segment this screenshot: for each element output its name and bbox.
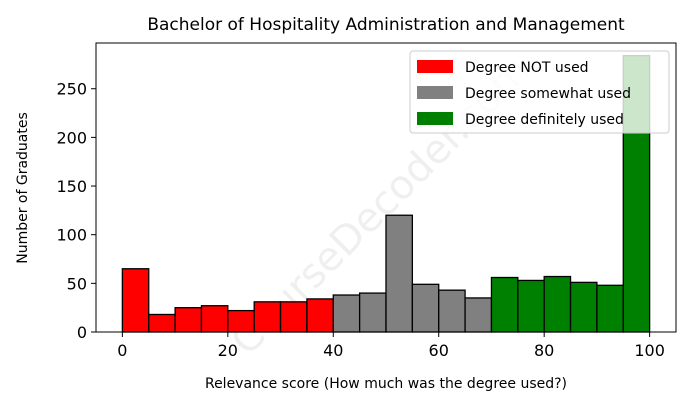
legend-swatch-2 [417,86,453,99]
bar-bin-5 [148,313,176,333]
y-tick-label: 200 [56,128,87,147]
bar-bin-20 [227,309,255,333]
legend: Degree NOT used Degree somewhat used Degre… [409,50,670,134]
bar-bin-10 [174,307,203,333]
bar-bin-30 [279,301,308,333]
y-tick-label: 0 [77,323,87,342]
x-tick-label: 80 [534,341,554,360]
y-axis-label: Number of Graduates [15,112,31,264]
bar-bin-45 [358,292,387,333]
y-tick-label: 250 [56,80,87,99]
x-tick-label: 100 [634,341,665,360]
x-tick-label: 60 [429,341,449,360]
legend-swatch-1 [417,60,453,73]
x-tick-label: 40 [323,341,343,360]
bar-bin-70 [490,276,519,333]
legend-label-3: Degree definitely used [465,112,624,128]
bar-bin-90 [596,284,624,333]
plot-frame [95,42,677,333]
bar-bin-35 [306,298,334,333]
legend-label-2: Degree somewhat used [465,86,631,102]
bar-bin-40 [332,294,361,333]
bar-bin-50 [385,214,414,333]
bar-bin-25 [253,301,282,333]
bar-bin-65 [464,297,493,333]
x-tick-label: 20 [218,341,238,360]
axes-group: 0 20 40 60 80 100 0 50 100 150 200 250 [56,42,677,360]
bar-bin-80 [543,275,572,333]
x-tick-label: 0 [117,341,127,360]
legend-box [409,50,670,134]
bar-bin-85 [569,281,598,333]
chart-title: Bachelor of Hospitality Administration a… [147,15,625,35]
y-tick-label: 150 [56,177,87,196]
y-tick-label: 100 [56,226,87,245]
x-axis-label: Relevance score (How much was the degree… [205,376,567,392]
bar-bin-75 [517,279,545,333]
legend-label-1: Degree NOT used [465,60,589,76]
y-tick-label: 50 [67,274,87,293]
bar-bin-55 [411,283,440,333]
bar-bin-60 [438,289,466,333]
legend-swatch-3 [417,112,453,125]
bar-bin-15 [200,305,229,333]
bar-bin-0 [121,268,150,333]
bars-group [121,54,651,333]
